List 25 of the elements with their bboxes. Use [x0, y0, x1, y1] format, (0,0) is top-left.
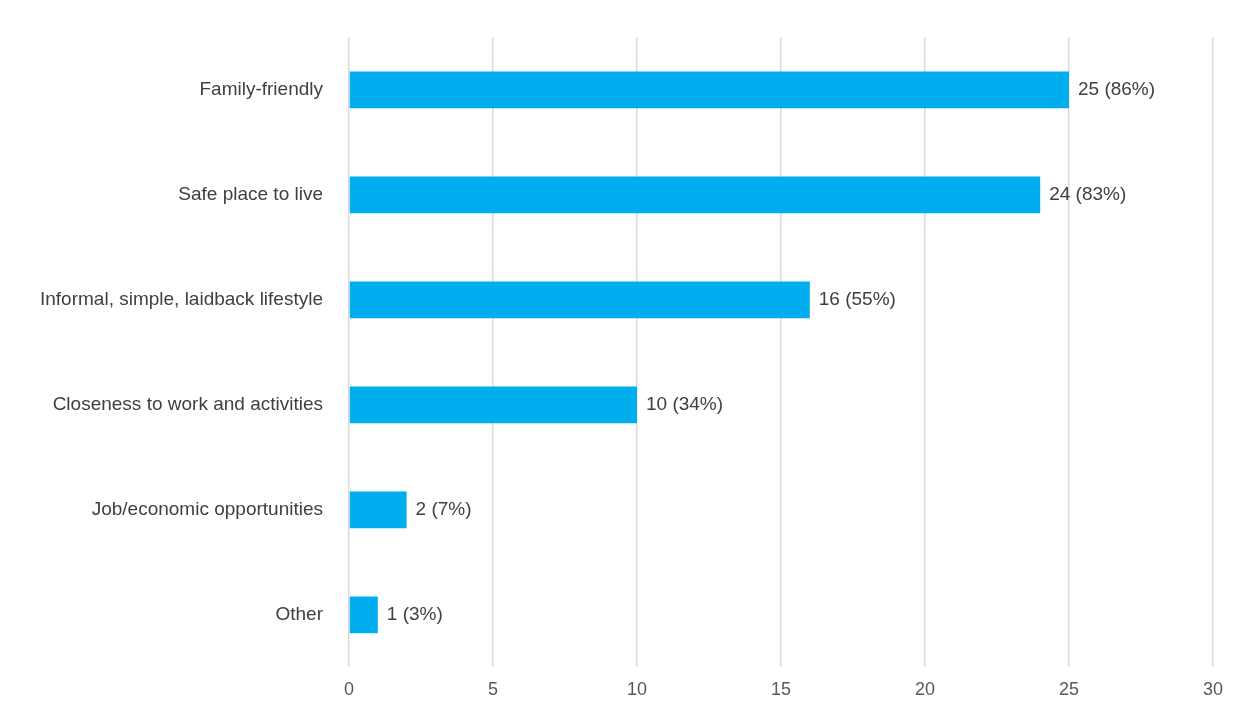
x-tick-label: 20 [914, 679, 936, 700]
bar [349, 386, 637, 424]
x-tick-label: 25 [1058, 679, 1080, 700]
bar [349, 71, 1069, 109]
y-tick-label: Job/economic opportunities [91, 498, 323, 520]
x-tick-label: 30 [1202, 679, 1223, 700]
y-tick-label: Safe place to live [178, 183, 323, 205]
y-tick-label: Informal, simple, laidback lifestyle [40, 288, 323, 310]
data-label: 24 (83%) [1049, 183, 1127, 205]
x-tick-label: 10 [626, 679, 648, 700]
bar [349, 281, 810, 319]
data-label: 10 (34%) [645, 393, 724, 415]
y-tick-label: Family-friendly [199, 78, 324, 100]
bar [349, 491, 407, 529]
data-label: 2 (7%) [415, 498, 472, 520]
y-tick-label: Other [275, 603, 324, 625]
data-label: 25 (86%) [1077, 78, 1156, 100]
bar [349, 596, 378, 634]
x-tick-label: 5 [487, 679, 498, 700]
data-label: 1 (3%) [386, 603, 443, 625]
x-tick-label: 15 [770, 679, 792, 700]
x-tick-label: 0 [343, 679, 354, 700]
y-tick-label: Closeness to work and activities [52, 393, 323, 415]
bar [349, 176, 1041, 214]
data-label: 16 (55%) [818, 288, 896, 310]
